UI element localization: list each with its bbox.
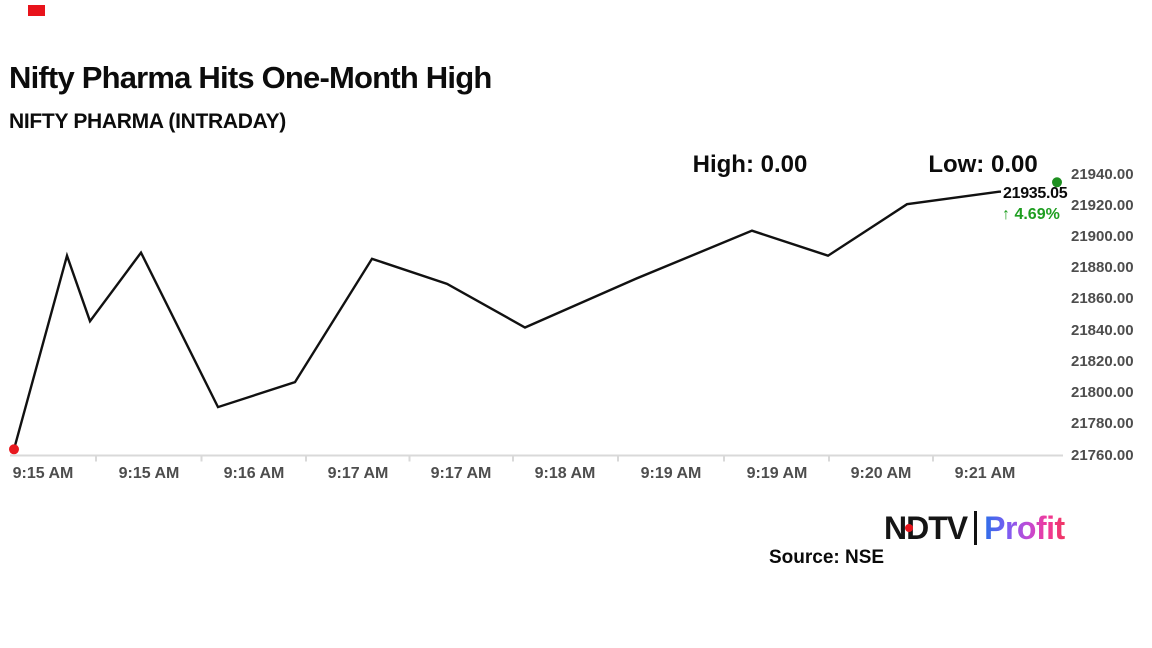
y-axis-label: 21840.00	[1071, 321, 1134, 339]
x-axis-label: 9:20 AM	[850, 465, 912, 482]
red-corner-mark	[28, 5, 45, 16]
x-axis-label: 9:15 AM	[12, 465, 74, 482]
ndtv-logo-text: NDTV	[884, 509, 968, 547]
chart-title: NIFTY PHARMA (INTRADAY)	[9, 110, 286, 133]
y-axis-label: 21820.00	[1071, 352, 1134, 370]
low-value-label: Low: 0.00	[928, 151, 1038, 178]
y-axis-label: 21900.00	[1071, 227, 1134, 245]
headline: Nifty Pharma Hits One-Month High	[9, 60, 492, 95]
y-axis-label: 21860.00	[1071, 290, 1134, 308]
high-value-label: High: 0.00	[692, 151, 808, 178]
y-axis-label: 21940.00	[1071, 165, 1134, 183]
change-percent-label: ↑ 4.69%	[1002, 206, 1060, 223]
x-axis-label: 9:21 AM	[954, 465, 1016, 482]
logo-divider	[974, 511, 978, 545]
y-axis-label: 21760.00	[1071, 446, 1134, 464]
y-axis-label: 21920.00	[1071, 196, 1134, 214]
x-axis-label: 9:17 AM	[430, 465, 492, 482]
source-attribution: Source: NSE	[769, 547, 885, 568]
last-price-label: 21935.05	[1003, 185, 1068, 202]
ndtv-red-dot-icon	[905, 524, 913, 532]
y-axis-label: 21800.00	[1071, 384, 1134, 402]
y-axis-label: 21780.00	[1071, 415, 1134, 433]
x-axis-label: 9:16 AM	[223, 465, 285, 482]
x-axis-label: 9:15 AM	[118, 465, 180, 482]
y-axis-label: 21880.00	[1071, 259, 1134, 277]
x-axis-label: 9:19 AM	[746, 465, 808, 482]
x-axis-label: 9:19 AM	[640, 465, 702, 482]
series-start-dot	[9, 444, 19, 455]
ndtv-wordmark: NDTV	[884, 510, 968, 546]
profit-logo-text: Profit	[984, 510, 1065, 546]
x-axis-label: 9:18 AM	[534, 465, 596, 482]
ndtv-profit-logo: NDTV Profit	[884, 509, 1065, 547]
x-axis-label: 9:17 AM	[327, 465, 389, 482]
